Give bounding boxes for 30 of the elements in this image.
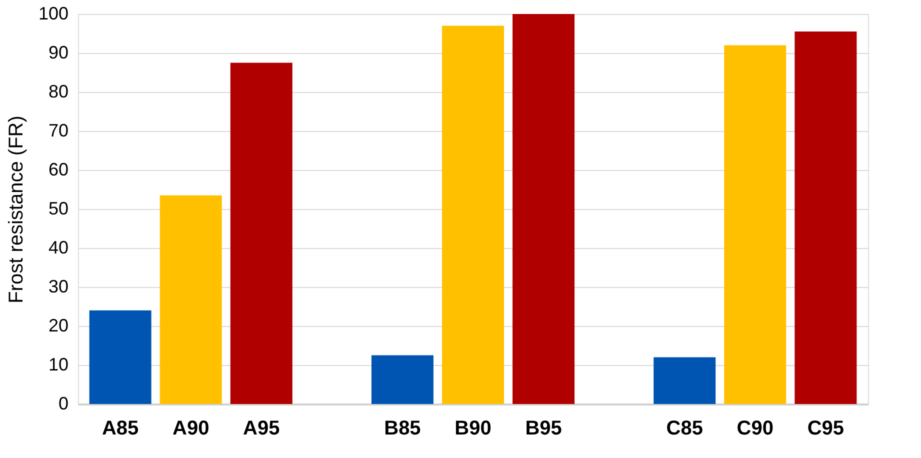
bar xyxy=(371,355,434,404)
y-tick-label: 70 xyxy=(48,120,68,140)
bar xyxy=(442,26,504,404)
x-tick-label: C85 xyxy=(666,418,703,440)
y-tick-label: 100 xyxy=(38,4,68,24)
bar xyxy=(160,195,222,404)
y-tick-label: 30 xyxy=(48,276,68,296)
x-tick-label: C90 xyxy=(736,418,774,440)
x-tick-label: B95 xyxy=(525,418,562,440)
bar xyxy=(794,32,857,404)
y-tick-label: 50 xyxy=(48,198,68,218)
x-tick-label: A95 xyxy=(243,418,280,440)
x-tick-label: C95 xyxy=(807,418,844,440)
bar xyxy=(724,45,786,404)
x-tick-label: B85 xyxy=(384,418,421,440)
y-axis-title: Frost resistance (FR) xyxy=(5,116,28,304)
bar xyxy=(230,62,292,404)
y-tick-label: 60 xyxy=(48,160,68,180)
y-tick-label: 0 xyxy=(58,394,68,414)
bar xyxy=(654,357,716,404)
y-tick-label: 10 xyxy=(48,354,68,374)
y-tick-label: 20 xyxy=(48,316,68,336)
x-tick-label: A90 xyxy=(172,418,210,440)
bar xyxy=(89,310,152,404)
x-tick-label: A85 xyxy=(102,418,139,440)
x-tick-label: B90 xyxy=(454,418,492,440)
y-tick-label: 90 xyxy=(48,42,68,62)
y-tick-label: 40 xyxy=(48,238,68,258)
bar xyxy=(512,14,575,404)
y-tick-label: 80 xyxy=(48,82,68,102)
